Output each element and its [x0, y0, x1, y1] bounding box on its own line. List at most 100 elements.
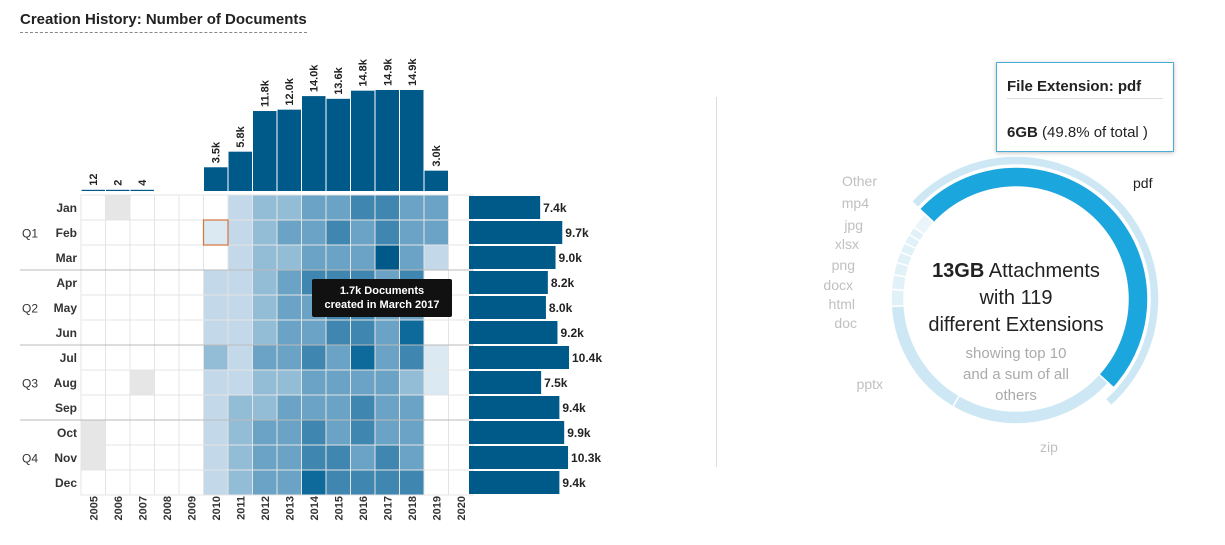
heatmap-cell-jun-2006[interactable] [105, 319, 131, 346]
heatmap-cell-oct-2007[interactable] [129, 419, 155, 446]
year-bar-2017[interactable] [375, 90, 400, 191]
heatmap-cell-aug-2013[interactable] [276, 369, 302, 396]
heatmap-cell-mar-2005[interactable] [80, 244, 106, 271]
heatmap-cell-dec-2018[interactable] [399, 469, 425, 496]
heatmap-cell-mar-2006[interactable] [105, 244, 131, 271]
heatmap-cell-nov-2010[interactable] [203, 444, 229, 471]
year-bar-2006[interactable] [106, 189, 130, 191]
heatmap-cell-may-2008[interactable] [154, 294, 180, 321]
month-bar-feb[interactable] [469, 221, 563, 244]
heatmap-cell-sep-2016[interactable] [350, 394, 376, 421]
heatmap-cell-oct-2018[interactable] [399, 419, 425, 446]
donut-slice-pdf[interactable] [918, 166, 1149, 389]
heatmap-cell-oct-2014[interactable] [301, 419, 327, 446]
heatmap-cell-jul-2015[interactable] [325, 344, 351, 371]
heatmap-cell-nov-2019[interactable] [423, 444, 449, 471]
heatmap-cell-nov-2018[interactable] [399, 444, 425, 471]
heatmap-cell-may-2010[interactable] [203, 294, 229, 321]
heatmap-cell-jan-2008[interactable] [154, 194, 180, 221]
heatmap-cell-oct-2009[interactable] [178, 419, 204, 446]
heatmap-cell-dec-2010[interactable] [203, 469, 229, 496]
heatmap-cell-oct-2012[interactable] [252, 419, 278, 446]
heatmap-cell-feb-2012[interactable] [252, 219, 278, 246]
heatmap-cell-mar-2007[interactable] [129, 244, 155, 271]
heatmap-cell-jan-2009[interactable] [178, 194, 204, 221]
heatmap-cell-apr-2008[interactable] [154, 269, 180, 296]
heatmap-cell-nov-2013[interactable] [276, 444, 302, 471]
heatmap-cell-sep-2007[interactable] [129, 394, 155, 421]
heatmap-cell-jan-2014[interactable] [301, 194, 327, 221]
heatmap-cell-feb-2019[interactable] [423, 219, 449, 246]
heatmap-cell-jun-2012[interactable] [252, 319, 278, 346]
heatmap-cell-aug-2019[interactable] [423, 369, 449, 396]
heatmap-cell-jul-2019[interactable] [423, 344, 449, 371]
heatmap-cell-oct-2011[interactable] [227, 419, 253, 446]
month-bar-sep[interactable] [469, 396, 560, 419]
heatmap-cell-may-2011[interactable] [227, 294, 253, 321]
heatmap-cell-aug-2012[interactable] [252, 369, 278, 396]
heatmap-cell-sep-2012[interactable] [252, 394, 278, 421]
heatmap-cell-jul-2006[interactable] [105, 344, 131, 371]
month-bar-dec[interactable] [469, 471, 560, 494]
heatmap-cell-jan-2018[interactable] [399, 194, 425, 221]
heatmap-cell-feb-2011[interactable] [227, 219, 253, 246]
heatmap-cell-aug-2011[interactable] [227, 369, 253, 396]
heatmap-cell-feb-2017[interactable] [374, 219, 400, 246]
heatmap-cell-nov-2011[interactable] [227, 444, 253, 471]
heatmap-cell-aug-2010[interactable] [203, 369, 229, 396]
heatmap-cell-feb-2016[interactable] [350, 219, 376, 246]
heatmap-cell-aug-2016[interactable] [350, 369, 376, 396]
donut-slice-doc[interactable] [890, 288, 906, 308]
heatmap-cell-jan-2016[interactable] [350, 194, 376, 221]
heatmap-cell-jan-2019[interactable] [423, 194, 449, 221]
heatmap-cell-jul-2011[interactable] [227, 344, 253, 371]
heatmap-cell-dec-2007[interactable] [129, 469, 155, 496]
heatmap-cell-sep-2019[interactable] [423, 394, 449, 421]
heatmap-cell-nov-2016[interactable] [350, 444, 376, 471]
heatmap-cell-jul-2014[interactable] [301, 344, 327, 371]
heatmap-cell-jun-2019[interactable] [423, 319, 449, 346]
year-bar-2018[interactable] [400, 90, 424, 191]
heatmap-cell-jul-2013[interactable] [276, 344, 302, 371]
year-bar-2007[interactable] [130, 189, 155, 191]
year-bar-2014[interactable] [302, 96, 326, 191]
month-bar-jun[interactable] [469, 321, 558, 344]
heatmap-cell-jul-2018[interactable] [399, 344, 425, 371]
heatmap-cell-jan-2013[interactable] [276, 194, 302, 221]
heatmap-cell-nov-2009[interactable] [178, 444, 204, 471]
heatmap-cell-nov-2014[interactable] [301, 444, 327, 471]
heatmap-cell-jun-2018[interactable] [399, 319, 425, 346]
heatmap-cell-jun-2015[interactable] [325, 319, 351, 346]
heatmap-cell-sep-2005[interactable] [80, 394, 106, 421]
heatmap-cell-may-2006[interactable] [105, 294, 131, 321]
month-bar-jul[interactable] [469, 346, 569, 369]
heatmap-cell-jul-2010[interactable] [203, 344, 229, 371]
heatmap-cell-jun-2010[interactable] [203, 319, 229, 346]
heatmap-cell-jan-2012[interactable] [252, 194, 278, 221]
heatmap-cell-mar-2012[interactable] [252, 244, 278, 271]
heatmap-cell-jul-2017[interactable] [374, 344, 400, 371]
heatmap-cell-aug-2014[interactable] [301, 369, 327, 396]
heatmap-cell-oct-2015[interactable] [325, 419, 351, 446]
heatmap-cell-jan-2010[interactable] [203, 194, 229, 221]
heatmap-cell-jun-2013[interactable] [276, 319, 302, 346]
heatmap-cell-nov-2008[interactable] [154, 444, 180, 471]
heatmap-cell-jan-2006[interactable] [105, 194, 131, 221]
heatmap-cell-jun-2017[interactable] [374, 319, 400, 346]
heatmap-cell-feb-2007[interactable] [129, 219, 155, 246]
year-bar-2013[interactable] [277, 109, 302, 191]
heatmap-cell-mar-2019[interactable] [423, 244, 449, 271]
heatmap-cell-dec-2015[interactable] [325, 469, 351, 496]
heatmap-cell-oct-2017[interactable] [374, 419, 400, 446]
heatmap-cell-jul-2005[interactable] [80, 344, 106, 371]
heatmap-cell-dec-2005[interactable] [80, 469, 106, 496]
heatmap-cell-mar-2017[interactable] [374, 244, 400, 271]
heatmap-cell-apr-2012[interactable] [252, 269, 278, 296]
month-bar-aug[interactable] [469, 371, 542, 394]
heatmap-cell-oct-2006[interactable] [105, 419, 131, 446]
year-bar-2010[interactable] [204, 167, 228, 191]
month-bar-may[interactable] [469, 296, 546, 319]
heatmap-cell-feb-2008[interactable] [154, 219, 180, 246]
heatmap-cell-nov-2007[interactable] [129, 444, 155, 471]
heatmap-cell-oct-2005[interactable] [80, 419, 106, 446]
